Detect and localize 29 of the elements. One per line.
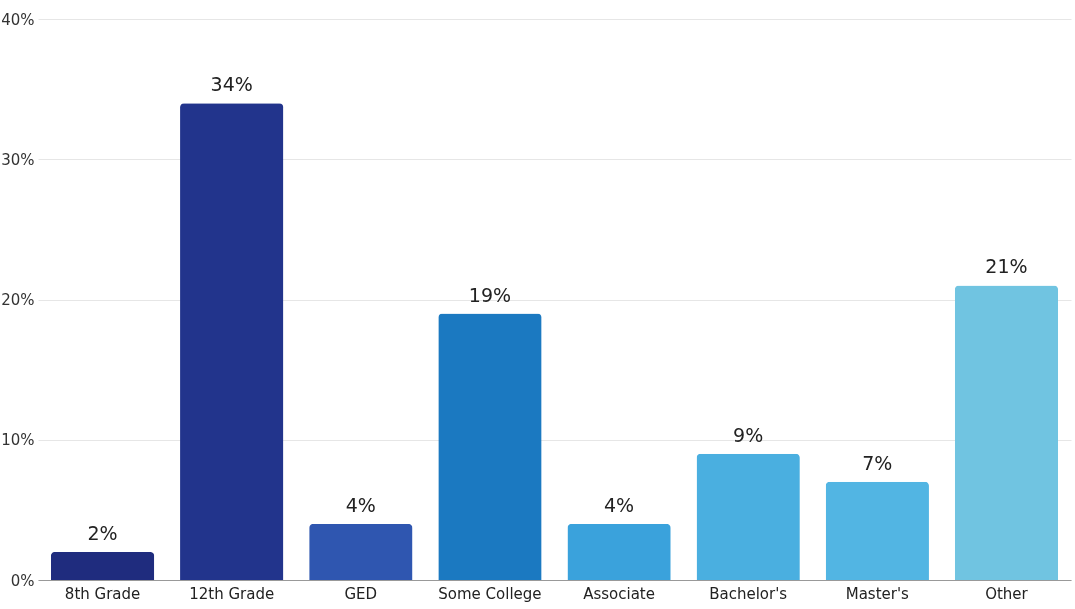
x-tick-label: Master's bbox=[845, 584, 910, 603]
bar bbox=[50, 551, 155, 580]
y-tick-label: 20% bbox=[1, 291, 35, 309]
x-tick-label: Associate bbox=[583, 584, 655, 603]
bar bbox=[696, 453, 800, 580]
bar bbox=[567, 523, 671, 580]
bar bbox=[954, 285, 1059, 580]
x-tick-label: 12th Grade bbox=[189, 584, 275, 603]
y-tick-label: 10% bbox=[1, 431, 35, 450]
x-tick-label: Some College bbox=[438, 584, 542, 603]
y-tick-label: 40% bbox=[1, 10, 35, 29]
y-tick-label: 0% bbox=[10, 571, 35, 590]
y-tick-label: 30% bbox=[1, 150, 35, 169]
x-tick-label: Other bbox=[985, 584, 1029, 603]
bar bbox=[180, 103, 284, 580]
x-tick-label: GED bbox=[344, 584, 378, 603]
x-tick-label: 8th Grade bbox=[64, 584, 141, 603]
bar bbox=[825, 481, 929, 580]
data-label: 2% bbox=[87, 521, 118, 544]
data-label: 4% bbox=[603, 493, 635, 516]
data-label: 34% bbox=[210, 73, 253, 96]
bar bbox=[438, 313, 542, 580]
data-label: 4% bbox=[345, 493, 376, 516]
data-label: 19% bbox=[468, 283, 512, 306]
data-label: 7% bbox=[862, 451, 893, 474]
data-label: 9% bbox=[733, 423, 764, 446]
data-label: 21% bbox=[985, 255, 1028, 278]
bar bbox=[309, 523, 413, 580]
x-tick-label: Bachelor's bbox=[709, 584, 788, 603]
